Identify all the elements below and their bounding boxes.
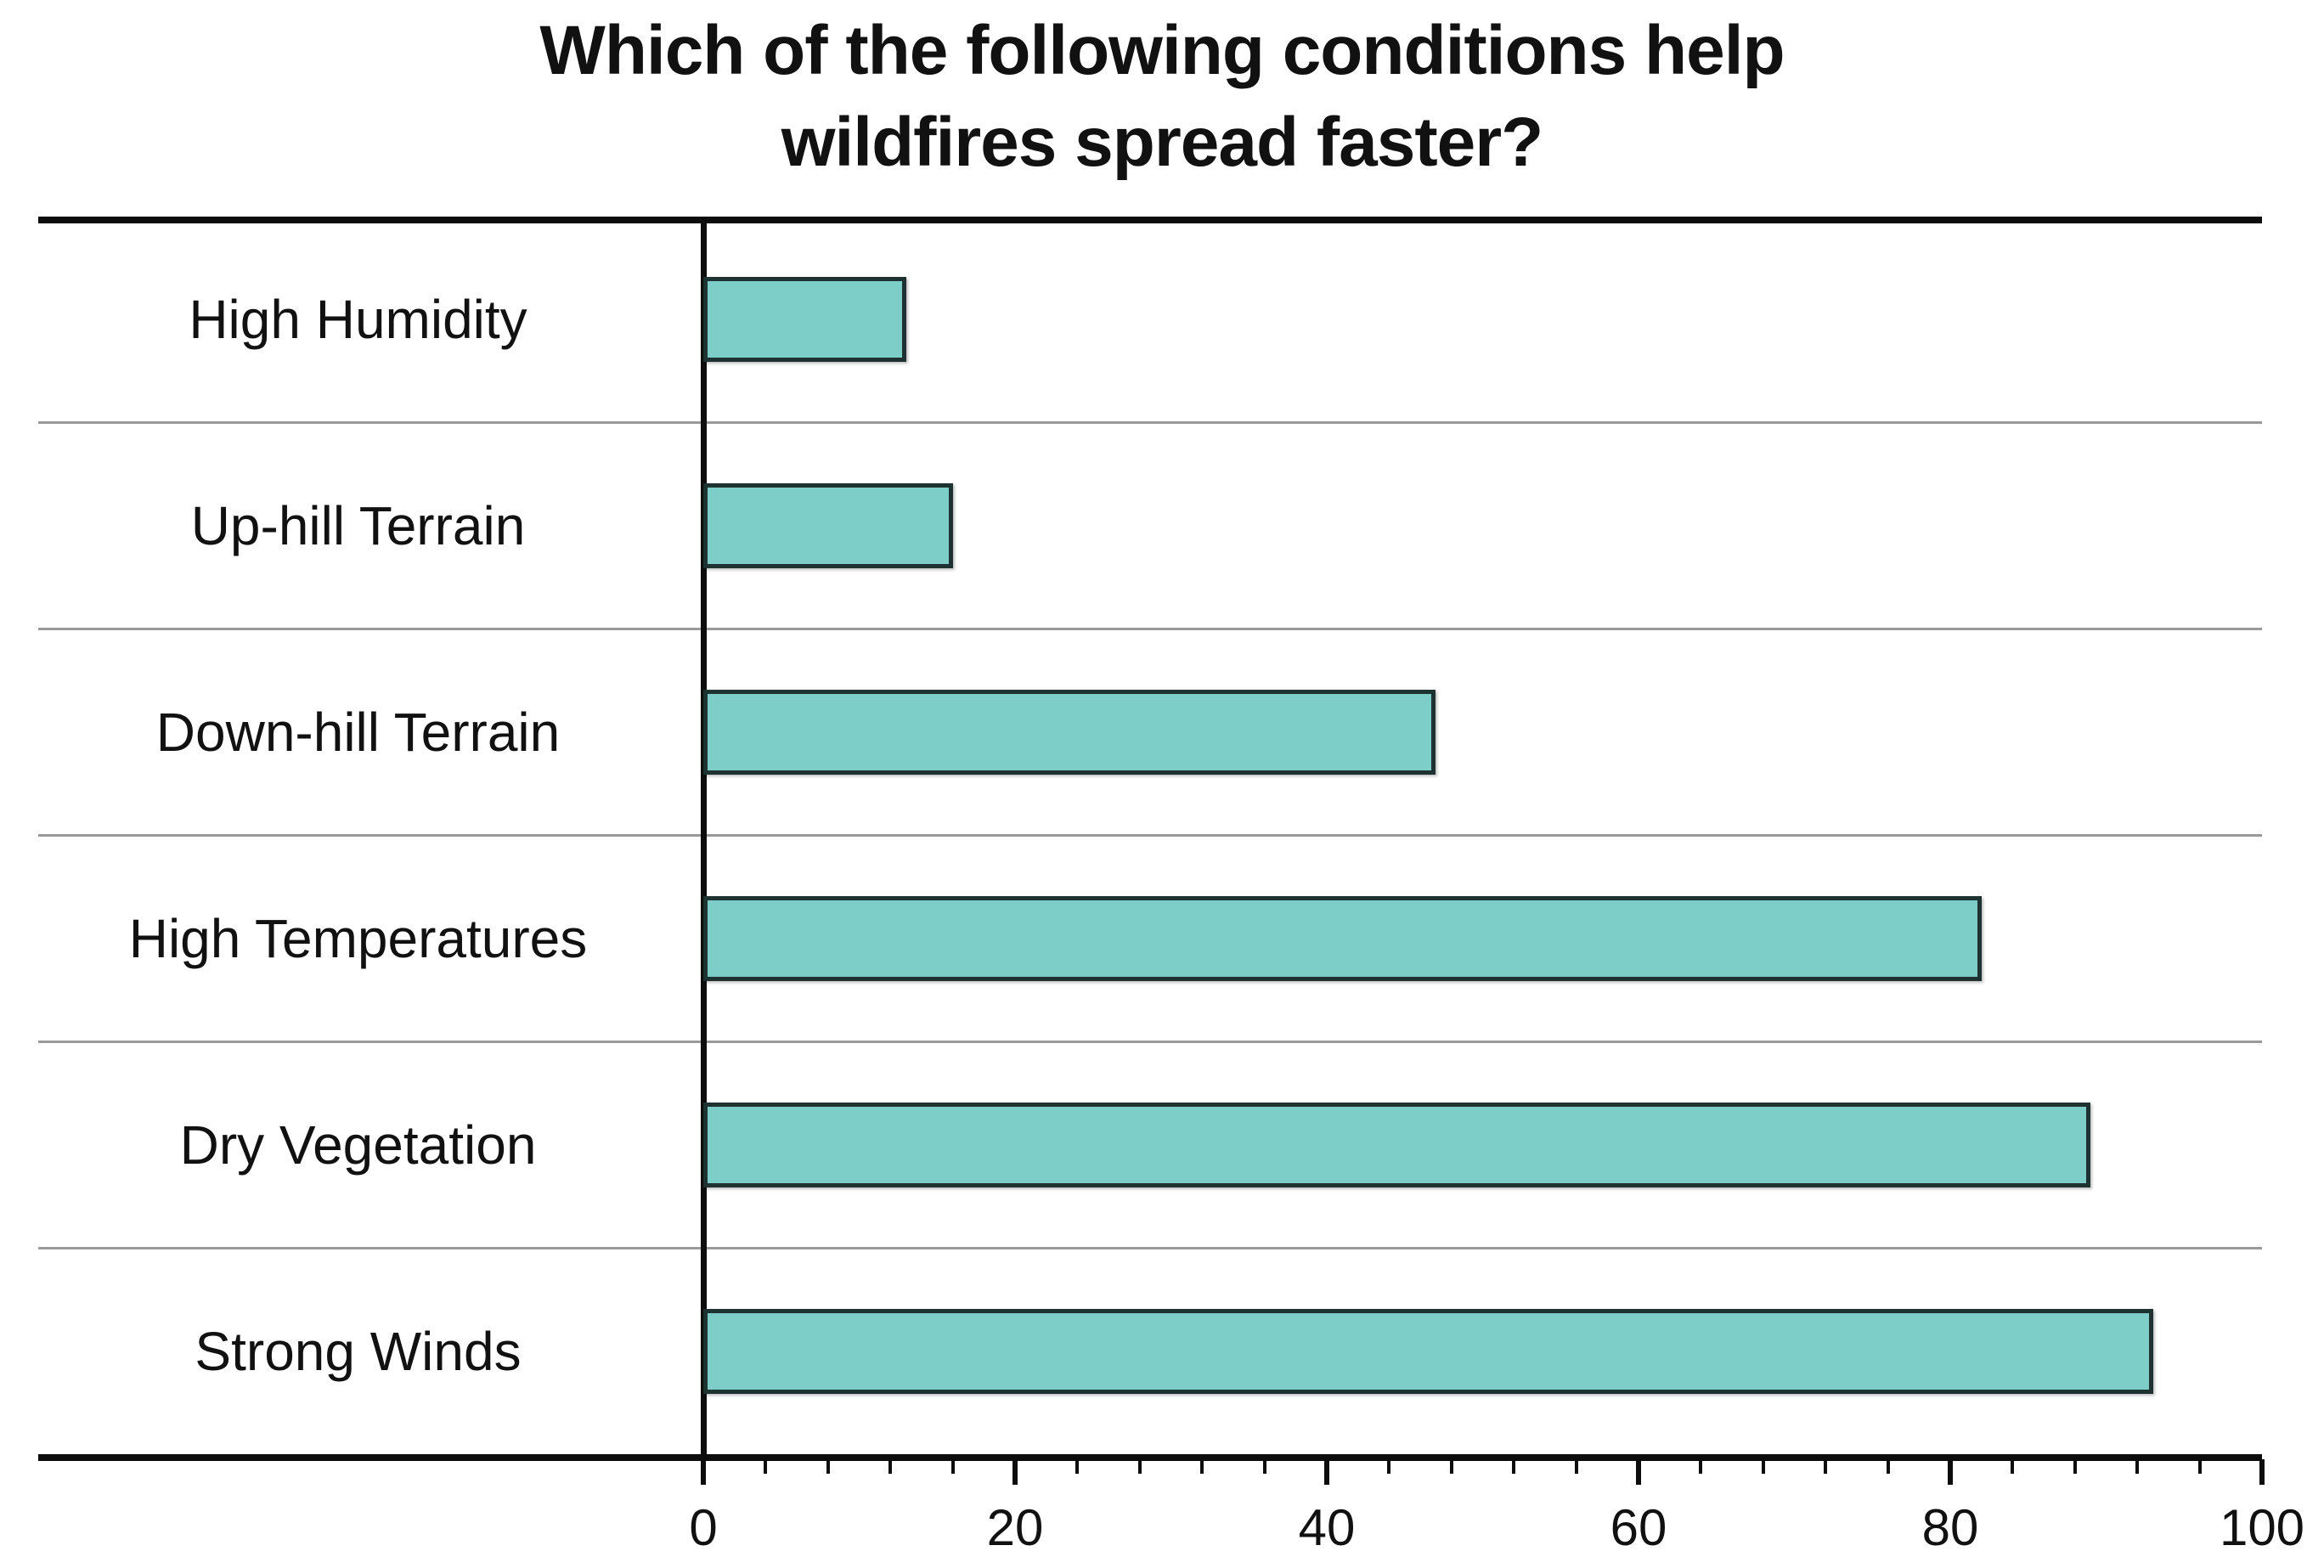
x-axis-minor-tick	[2073, 1459, 2077, 1474]
x-axis-major-tick	[1324, 1459, 1329, 1485]
bar	[703, 1308, 2153, 1394]
x-axis-minor-tick	[1761, 1459, 1765, 1474]
x-axis-minor-tick	[1075, 1459, 1080, 1474]
x-axis-tick-label: 0	[689, 1499, 718, 1556]
chart-title-line-2: wildfires spread faster?	[781, 104, 1544, 182]
category-label: Strong Winds	[195, 1320, 522, 1382]
row-separator	[38, 1040, 2262, 1043]
bar	[703, 277, 906, 363]
row-separator	[38, 834, 2262, 837]
chart-title-line-1: Which of the following conditions help	[539, 12, 1785, 89]
x-axis-major-tick	[1948, 1459, 1953, 1485]
row-separator	[38, 1246, 2262, 1249]
x-axis-minor-tick	[1387, 1459, 1391, 1474]
x-axis-major-tick	[701, 1459, 706, 1485]
category-label: High Temperatures	[128, 907, 588, 969]
x-axis-minor-tick	[888, 1459, 893, 1474]
chart-title: Which of the following conditions help w…	[0, 5, 2324, 189]
x-axis-major-tick	[1013, 1459, 1018, 1485]
x-axis-minor-tick	[1262, 1459, 1266, 1474]
y-axis-line	[700, 217, 707, 1461]
x-axis-minor-tick	[2011, 1459, 2015, 1474]
bar	[703, 690, 1436, 776]
x-axis-tick-label: 100	[2219, 1499, 2305, 1556]
bar	[703, 483, 953, 569]
row-separator	[38, 421, 2262, 425]
bar	[703, 1102, 2091, 1187]
x-axis-minor-tick	[1137, 1459, 1142, 1474]
x-axis-major-tick	[2259, 1459, 2265, 1485]
x-axis-minor-tick	[1824, 1459, 1828, 1474]
x-axis-minor-tick	[1886, 1459, 1890, 1474]
category-label: Up-hill Terrain	[190, 495, 526, 557]
x-axis-line	[38, 1454, 2262, 1461]
x-axis-tick-label: 60	[1610, 1499, 1667, 1556]
bar	[703, 895, 1982, 981]
x-axis-minor-tick	[1449, 1459, 1453, 1474]
plot-top-border	[38, 217, 2262, 223]
x-axis-minor-tick	[2135, 1459, 2140, 1474]
x-axis-tick-label: 80	[1921, 1499, 1979, 1556]
category-label: Dry Vegetation	[179, 1114, 537, 1176]
x-axis-minor-tick	[826, 1459, 830, 1474]
x-axis-tick-label: 20	[986, 1499, 1044, 1556]
x-axis-minor-tick	[1699, 1459, 1703, 1474]
x-axis-major-tick	[1636, 1459, 1641, 1485]
x-axis-tick-label: 40	[1298, 1499, 1356, 1556]
category-label: High Humidity	[189, 289, 527, 351]
category-label: Down-hill Terrain	[155, 702, 561, 764]
x-axis-minor-tick	[1512, 1459, 1516, 1474]
row-separator	[38, 628, 2262, 631]
x-axis-minor-tick	[950, 1459, 955, 1474]
x-axis-minor-tick	[1200, 1459, 1204, 1474]
x-axis-minor-tick	[764, 1459, 768, 1474]
x-axis-minor-tick	[1574, 1459, 1578, 1474]
x-axis-minor-tick	[2197, 1459, 2202, 1474]
